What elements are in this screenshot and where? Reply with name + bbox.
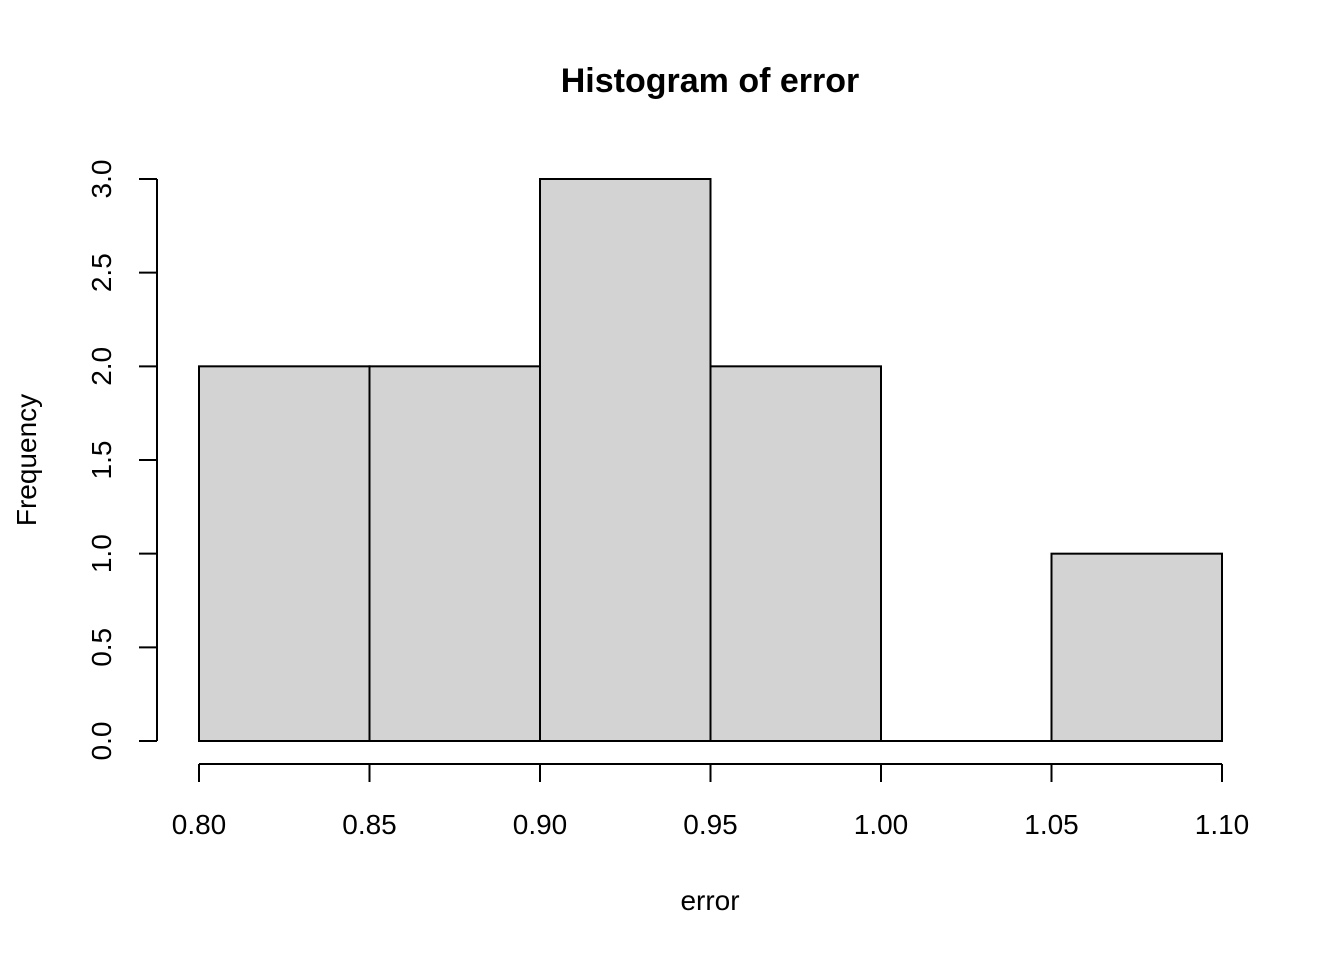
y-tick-label: 2.5	[86, 253, 117, 292]
bars-group	[198, 178, 1223, 743]
histogram-bar-5	[1050, 552, 1223, 743]
x-axis: 0.80 0.85 0.90 0.95 1.00 1.05 1.10	[172, 763, 1250, 840]
x-tick-label: 0.85	[342, 809, 397, 840]
y-axis: 0.0 0.5 1.0 1.5 2.0 2.5 3.0	[86, 160, 158, 761]
histogram-bar-1	[368, 365, 541, 742]
histogram-bar-2	[539, 178, 712, 742]
histogram-bar-3	[709, 365, 882, 742]
x-axis-label: error	[680, 885, 739, 916]
y-tick-label: 1.5	[86, 441, 117, 480]
x-tick-label: 1.10	[1195, 809, 1250, 840]
x-tick-label: 0.80	[172, 809, 227, 840]
x-tick-label: 0.95	[683, 809, 738, 840]
y-tick-label: 0.5	[86, 628, 117, 667]
histogram-bar-0	[198, 365, 371, 742]
y-tick-label: 2.0	[86, 347, 117, 386]
y-tick-label: 0.0	[86, 722, 117, 761]
x-tick-label: 0.90	[513, 809, 568, 840]
chart-title: Histogram of error	[561, 62, 860, 100]
x-tick-label: 1.00	[854, 809, 909, 840]
x-tick-label: 1.05	[1024, 809, 1079, 840]
y-axis-label: Frequency	[11, 394, 42, 526]
y-tick-label: 1.0	[86, 534, 117, 573]
y-tick-label: 3.0	[86, 160, 117, 199]
